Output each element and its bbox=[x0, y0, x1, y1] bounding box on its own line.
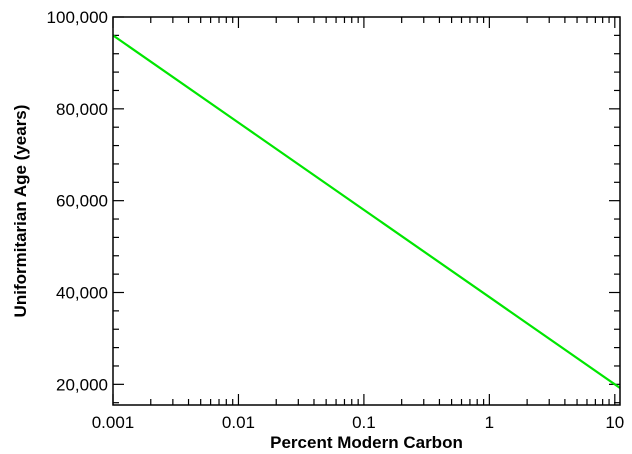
y-tick-labels: 20,000 40,000 60,000 80,000 100,000 bbox=[47, 8, 108, 394]
series-layer bbox=[112, 34, 621, 389]
y-tick-label: 60,000 bbox=[56, 192, 108, 211]
x-tick-labels: 0.001 0.01 0.1 1 10 bbox=[92, 413, 625, 432]
x-tick-label: 10 bbox=[605, 413, 624, 432]
y-tick-label: 100,000 bbox=[47, 8, 108, 27]
x-tick-label: 0.01 bbox=[222, 413, 255, 432]
x-tick-label: 1 bbox=[485, 413, 494, 432]
plot-frame bbox=[112, 16, 621, 406]
y-axis-title: Uniformitarian Age (years) bbox=[11, 105, 30, 318]
x-axis-title: Percent Modern Carbon bbox=[270, 433, 463, 452]
axis-ticks bbox=[112, 16, 620, 405]
series-line bbox=[112, 34, 621, 389]
x-tick-label: 0.1 bbox=[352, 413, 376, 432]
y-tick-label: 20,000 bbox=[56, 375, 108, 394]
x-tick-label: 0.001 bbox=[92, 413, 135, 432]
y-tick-label: 40,000 bbox=[56, 284, 108, 303]
y-tick-label: 80,000 bbox=[56, 100, 108, 119]
